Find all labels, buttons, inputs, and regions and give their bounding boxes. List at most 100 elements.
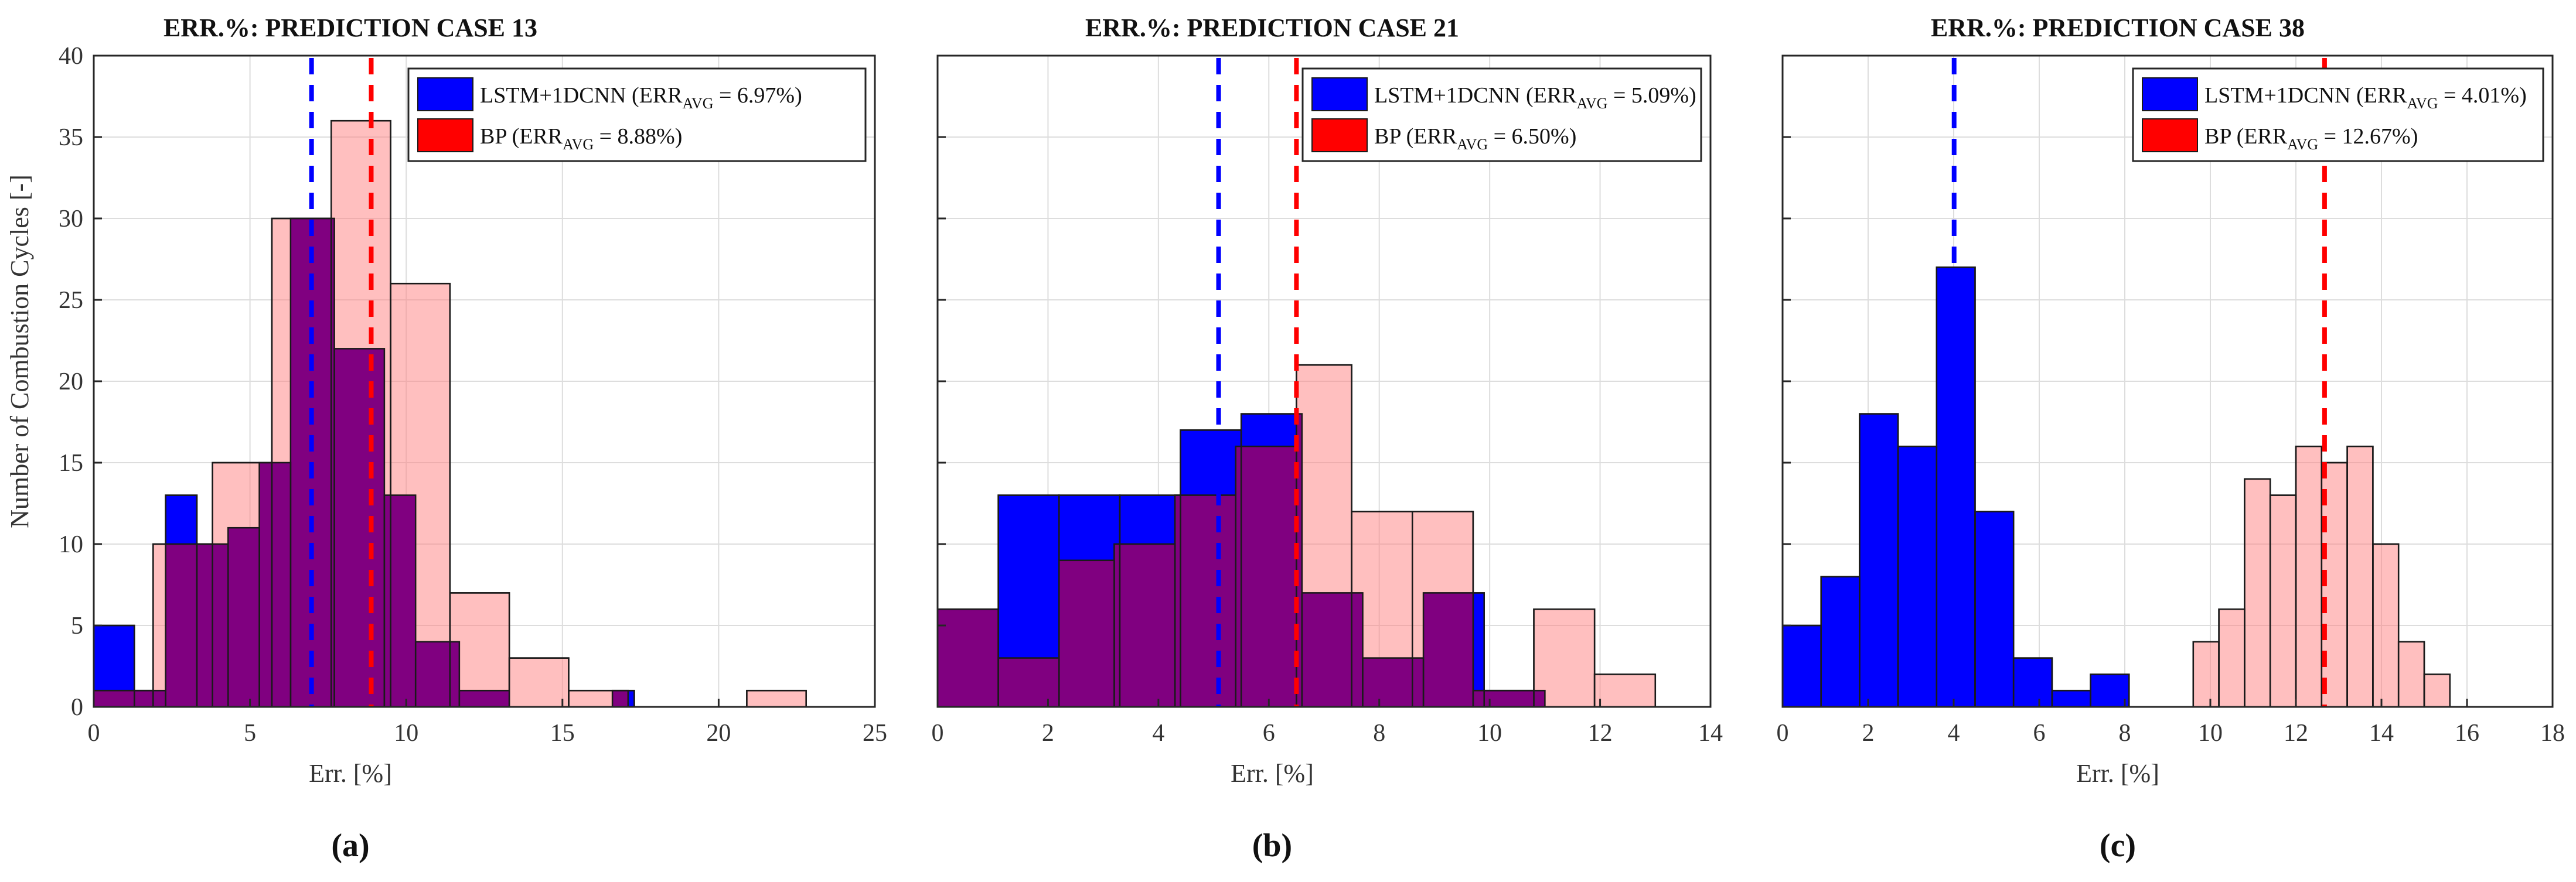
x-tick-label: 0 (88, 720, 100, 747)
panel-b-x-axis-label: Err. [%] (1231, 759, 1314, 788)
bp-legend-swatch (2142, 118, 2198, 152)
bp-histogram-bar (2295, 445, 2323, 708)
overlap-bar (1362, 658, 1413, 707)
lstm-histogram-bar (2090, 674, 2130, 708)
overlap-bar (331, 218, 335, 707)
lstm-histogram-bar (2012, 657, 2053, 708)
overlap-bar (390, 495, 416, 707)
bp-histogram-bar (746, 689, 807, 708)
lstm-histogram-bar (1974, 511, 2015, 708)
y-tick-label: 30 (59, 206, 83, 233)
overlap-bar (1059, 560, 1115, 707)
panel-a-x-axis-label: Err. [%] (309, 759, 392, 788)
legend: LSTM+1DCNN (ERRAVG = 6.97%) BP (ERRAVG = … (407, 67, 867, 162)
x-tick-label: 8 (2119, 720, 2131, 747)
overlap-bar (415, 641, 450, 707)
y-tick-label: 15 (59, 450, 83, 477)
overlap-bar (228, 528, 260, 707)
x-tick-label: 15 (550, 720, 575, 747)
bp-histogram-bar (2423, 674, 2451, 708)
overlap-bar (612, 690, 628, 707)
overlap-bar (1423, 593, 1473, 707)
lstm-histogram-bar (1781, 624, 1822, 708)
legend: LSTM+1DCNN (ERRAVG = 5.09%) BP (ERRAVG = … (1301, 67, 1702, 162)
overlap-bar (1301, 593, 1352, 707)
panel-b: ERR.%: PREDICTION CASE 21 0 2 4 6 8 10 12 14 LST… (932, 13, 1723, 864)
y-tick-label: 5 (71, 613, 83, 640)
overlap-bar (134, 690, 154, 707)
bp-legend-label: BP (ERRAVG = 8.88%) (480, 124, 682, 153)
panel-b-caption: (b) (1252, 828, 1292, 864)
lstm-legend-swatch (1311, 77, 1368, 111)
overlap-bar (384, 495, 391, 707)
lstm-histogram-bar (1859, 413, 1899, 708)
panel-b-plot-area: 0 2 4 6 8 10 12 14 LSTM+1DCNN (ERRAVG = 5.09%) BP… (932, 54, 1723, 747)
panel-a-plot-area: 0 5 10 15 20 25 0 5 10 15 20 25 30 35 40 LSTM+1DCNN (ER… (59, 43, 887, 747)
lstm-histogram-bar (1820, 576, 1861, 708)
x-tick-label: 10 (1477, 720, 1502, 747)
legend-box (2132, 67, 2544, 162)
panel-b-title: ERR.%: PREDICTION CASE 21 (1085, 13, 1459, 42)
panel-c-title: ERR.%: PREDICTION CASE 38 (1931, 13, 2305, 42)
x-tick-label: 16 (2455, 720, 2479, 747)
bp-histogram-bar (2372, 543, 2400, 708)
bp-histogram-bar (2269, 494, 2297, 708)
overlap-bar (1296, 413, 1302, 707)
overlap-bar (94, 690, 135, 707)
x-tick-label: 10 (394, 720, 418, 747)
y-tick-label: 40 (59, 43, 83, 70)
lstm-legend-label: LSTM+1DCNN (ERRAVG = 5.09%) (1374, 83, 1696, 112)
overlap-bar (1241, 446, 1297, 707)
overlap-bar (165, 544, 197, 707)
x-tick-label: 14 (1698, 720, 1723, 747)
lstm-legend-label: LSTM+1DCNN (ERRAVG = 6.97%) (480, 83, 802, 112)
x-tick-label: 6 (2033, 720, 2046, 747)
lstm-histogram-bar (1897, 445, 1938, 708)
y-tick-label: 0 (71, 694, 83, 721)
overlap-bar (271, 463, 291, 707)
lstm-legend-swatch (417, 77, 473, 111)
overlap-bar (1484, 690, 1534, 707)
x-tick-label: 8 (1373, 720, 1385, 747)
x-tick-label: 5 (244, 720, 256, 747)
bp-legend-label: BP (ERRAVG = 6.50%) (1374, 124, 1576, 153)
x-tick-label: 2 (1042, 720, 1054, 747)
lstm-legend-label: LSTM+1DCNN (ERRAVG = 4.01%) (2204, 83, 2527, 112)
y-axis-label: Number of Combustion Cycles [-] (5, 175, 34, 528)
x-tick-label: 20 (706, 720, 731, 747)
x-tick-label: 0 (1777, 720, 1789, 747)
y-tick-label: 20 (59, 368, 83, 395)
overlap-bar (938, 609, 999, 707)
y-tick-label: 25 (59, 287, 83, 314)
overlap-bar (1534, 690, 1545, 707)
legend-box (1301, 67, 1702, 162)
x-tick-label: 10 (2198, 720, 2223, 747)
x-tick-label: 6 (1263, 720, 1275, 747)
panel-a: ERR.%: PREDICTION CASE 13 0 5 10 15 20 25 0 5 10… (59, 13, 887, 864)
overlap-bar (1473, 690, 1484, 707)
overlap-bar (153, 690, 166, 707)
legend: LSTM+1DCNN (ERRAVG = 4.01%) BP (ERRAVG = … (2132, 67, 2544, 162)
overlap-bar (459, 690, 510, 707)
bp-histogram-bar (2192, 641, 2220, 708)
x-tick-label: 4 (1152, 720, 1164, 747)
overlap-bar (1114, 544, 1120, 707)
x-tick-label: 0 (932, 720, 944, 747)
bp-histogram-bar (2346, 445, 2374, 708)
overlap-bar (998, 658, 1059, 707)
bp-histogram-bar (2397, 641, 2425, 708)
y-tick-label: 35 (59, 124, 83, 151)
overlap-bar (1180, 495, 1236, 707)
bp-histogram-bar (508, 657, 570, 708)
overlap-bar (334, 348, 384, 707)
lstm-histogram-bar (2051, 689, 2091, 708)
overlap-bar (1235, 446, 1242, 707)
panel-a-caption: (a) (331, 828, 369, 864)
x-tick-label: 25 (863, 720, 887, 747)
bp-histogram-bar (2244, 478, 2271, 708)
overlap-bar (1412, 658, 1424, 707)
x-tick-label: 14 (2369, 720, 2394, 747)
overlap-bar (259, 463, 272, 707)
bp-histogram-bar (1593, 674, 1657, 708)
